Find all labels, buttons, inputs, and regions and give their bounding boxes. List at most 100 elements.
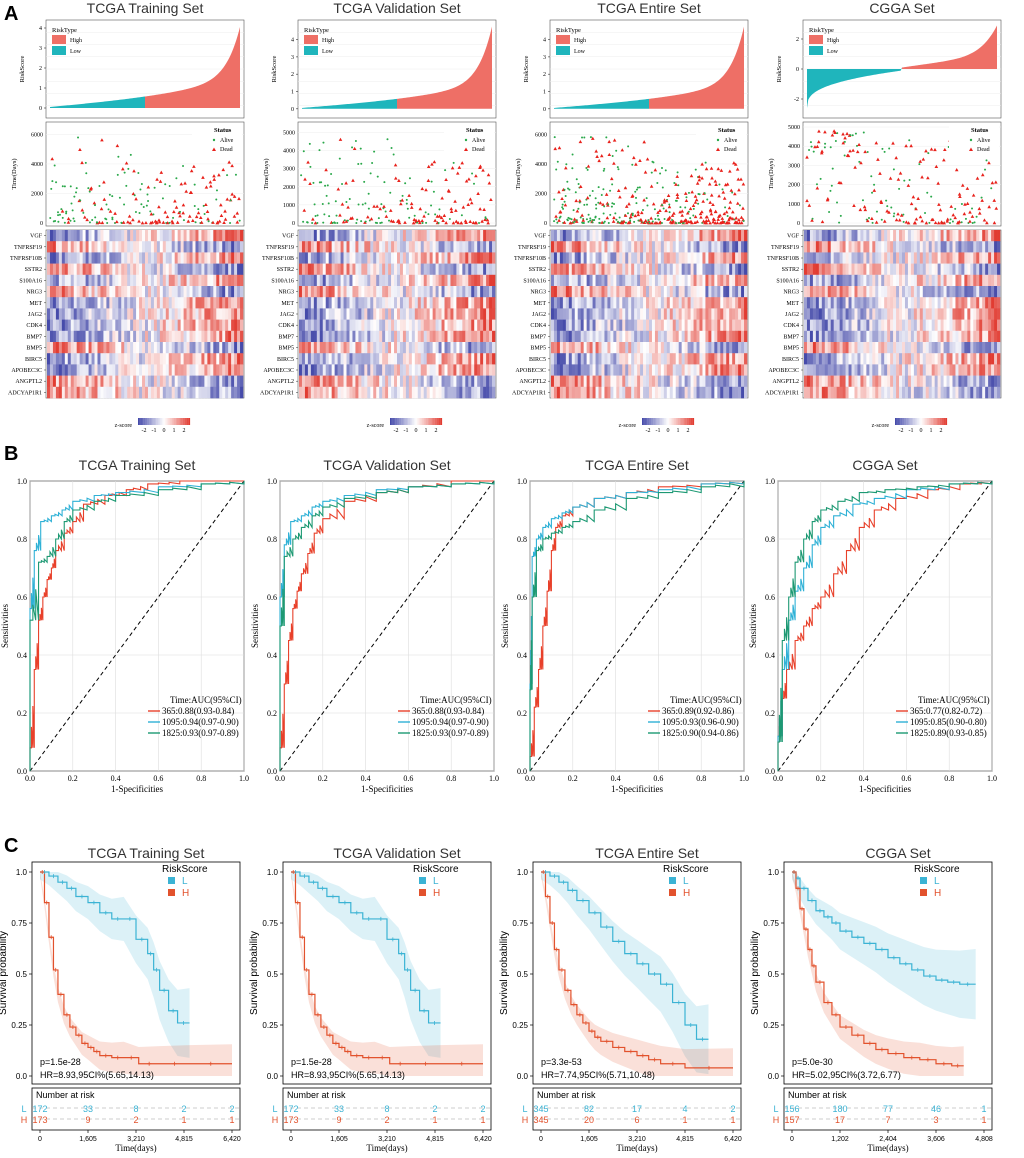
alive-point (117, 155, 120, 158)
heat-cell (367, 308, 371, 320)
dead-point (990, 181, 995, 185)
alive-point (146, 193, 149, 196)
heat-cell (940, 308, 944, 320)
alive-point (871, 191, 874, 194)
zscore-gradient (686, 418, 688, 425)
heat-cell (958, 263, 962, 276)
heat-cell (666, 286, 671, 298)
dead-point (980, 198, 984, 202)
heat-cell (225, 375, 229, 388)
heat-cell (73, 274, 77, 287)
heat-cell (726, 286, 730, 298)
zscore-gradient (409, 418, 411, 425)
heat-cell (833, 286, 837, 298)
heat-cell (145, 330, 149, 343)
heat-cell (438, 263, 442, 276)
dead-point (733, 162, 738, 166)
heat-cell (198, 241, 202, 253)
heat-cell (382, 353, 386, 365)
heat-cell (551, 330, 555, 343)
heat-cell (480, 353, 484, 365)
heat-cell (414, 286, 419, 298)
heat-cell (325, 308, 329, 320)
heat-cell (804, 297, 808, 309)
heat-cell (601, 297, 605, 309)
alive-point (334, 200, 337, 203)
heat-cell (159, 330, 164, 343)
heat-cell (738, 274, 742, 287)
heat-cell (180, 353, 184, 365)
heat-cell (118, 308, 122, 320)
heat-cell (613, 252, 617, 264)
dead-point (158, 179, 163, 183)
dead-point (217, 219, 222, 223)
heat-cell (64, 274, 69, 287)
alive-point (903, 179, 906, 182)
heat-cell (361, 286, 365, 298)
heat-cell (654, 375, 659, 388)
alive-point (592, 219, 595, 222)
heat-cell (684, 308, 688, 320)
heat-cell (666, 319, 671, 332)
alive-point (203, 212, 206, 215)
heat-cell (171, 252, 175, 264)
alive-point (731, 191, 734, 194)
heat-cell (559, 319, 564, 332)
heat-cell (106, 263, 110, 276)
heat-cell (598, 375, 602, 388)
heat-cell (678, 353, 682, 365)
heat-cell (556, 330, 561, 343)
heat-cell (299, 263, 303, 276)
heat-cell (337, 241, 341, 253)
dead-point (144, 220, 148, 225)
heat-cell (133, 274, 137, 287)
heat-cell (741, 308, 745, 320)
heat-cell (331, 319, 335, 332)
heat-cell (480, 230, 484, 242)
heat-cell (165, 375, 170, 388)
heat-cell (687, 342, 691, 354)
heat-cell (562, 263, 567, 276)
dead-point (924, 221, 929, 225)
heat-cell (949, 230, 953, 242)
heat-cell (109, 342, 113, 354)
heat-cell (651, 342, 656, 354)
heat-cell (136, 353, 140, 365)
heat-cell (376, 319, 380, 332)
heat-cell (408, 330, 413, 343)
heat-cell (94, 241, 98, 253)
alive-point (661, 186, 664, 189)
dead-point (709, 193, 714, 197)
heat-cell (465, 375, 469, 388)
heat-cell (159, 364, 164, 376)
legend-high-swatch (556, 35, 570, 44)
heat-cell (818, 252, 823, 264)
dead-point (896, 212, 900, 216)
heat-cell (678, 386, 682, 399)
heat-cell (411, 342, 416, 354)
heat-cell (589, 274, 593, 287)
heat-cell (931, 308, 935, 320)
heat-cell (833, 252, 837, 264)
dead-point (953, 215, 958, 220)
dead-point (680, 213, 684, 217)
heat-cell (76, 263, 80, 276)
dead-point (931, 217, 935, 221)
heat-cell (640, 375, 644, 388)
heat-cell (376, 241, 380, 253)
heat-cell (379, 375, 383, 388)
gene-label: MET (29, 301, 42, 307)
heat-cell (687, 386, 691, 399)
alive-point (88, 190, 91, 193)
heat-cell (565, 375, 570, 388)
heat-cell (678, 319, 682, 332)
dead-point (739, 177, 743, 181)
dead-point (557, 218, 561, 222)
legend-alive-label: Alive (724, 138, 738, 144)
heat-cell (310, 252, 315, 264)
heat-cell (346, 297, 350, 309)
gene-label: JAG2 (785, 312, 799, 318)
heat-cell (331, 386, 335, 399)
heat-cell (571, 364, 576, 376)
heat-cell (723, 353, 727, 365)
